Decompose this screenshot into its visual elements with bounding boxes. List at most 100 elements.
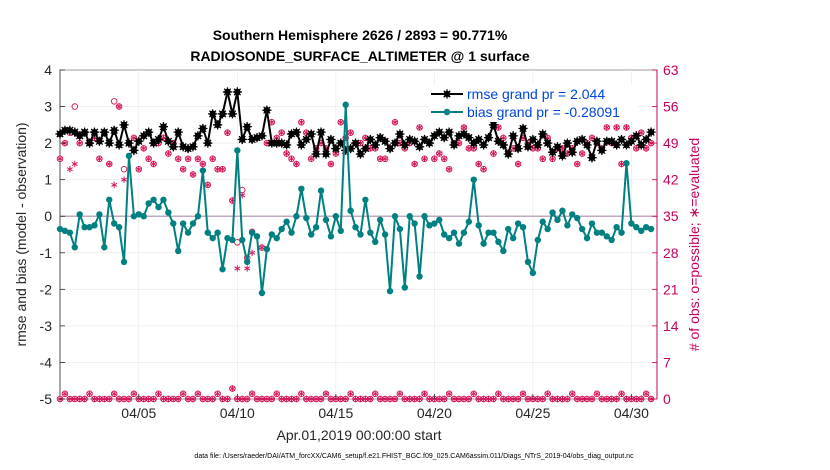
x-tick-label: 04/20 — [417, 405, 452, 421]
marker-spike — [204, 139, 212, 147]
star-stroke — [618, 161, 625, 167]
bottom-evaluated-point — [426, 395, 433, 403]
marker-core — [509, 234, 517, 242]
bottom-evaluated-point — [214, 390, 221, 397]
bottom-evaluated-point — [534, 395, 541, 403]
star-stroke — [130, 391, 137, 396]
marker-core — [243, 258, 251, 266]
legend-bias-label: bias grand pr = -0.28091 — [467, 104, 620, 120]
obs-evaluated-point — [436, 150, 443, 157]
rmse-point — [483, 133, 494, 143]
bias-point — [593, 229, 601, 236]
star-stroke — [519, 391, 527, 396]
star-stroke — [298, 391, 305, 396]
obs-evaluated-point — [111, 181, 118, 189]
star-stroke — [180, 167, 187, 172]
star-stroke — [574, 396, 581, 402]
marker-core — [443, 108, 451, 116]
marker-spike — [169, 143, 178, 151]
bias-point — [480, 240, 487, 247]
star-stroke — [66, 396, 73, 402]
marker-core — [367, 229, 374, 236]
marker-core — [480, 240, 487, 247]
rmse-point — [410, 136, 420, 146]
marker-spike — [553, 143, 562, 151]
marker-core — [317, 187, 325, 194]
rmse-point — [262, 105, 272, 115]
bias-point — [569, 211, 576, 218]
marker-spike — [647, 128, 655, 136]
bias-point — [524, 258, 532, 266]
rmse-point — [597, 145, 607, 156]
obs-evaluated-point — [145, 155, 152, 162]
marker-spike — [189, 143, 197, 151]
marker-spike — [208, 110, 217, 118]
marker-spike — [642, 135, 650, 144]
rmse-point — [232, 87, 242, 97]
bias-point — [342, 101, 349, 108]
marker-core — [564, 222, 571, 229]
obs-evaluated-point — [421, 155, 428, 162]
bottom-evaluated-point — [391, 395, 398, 403]
rmse-point — [533, 140, 543, 150]
rmse-point — [336, 138, 346, 148]
obs-evaluated-point — [475, 160, 482, 168]
marker-spike — [539, 130, 547, 138]
star-stroke — [86, 391, 93, 396]
bias-point — [381, 231, 389, 238]
star-stroke — [303, 396, 310, 402]
rmse-point — [385, 143, 395, 154]
y-tick-label: -2 — [40, 281, 53, 297]
star-stroke — [214, 391, 221, 396]
marker-spike — [391, 139, 399, 147]
marker-spike — [563, 139, 572, 147]
obs-evaluated-point — [180, 166, 187, 173]
bias-point — [396, 225, 404, 233]
star-stroke — [150, 396, 157, 402]
marker-core — [120, 258, 128, 266]
bias-point — [455, 240, 463, 247]
star-stroke — [500, 396, 507, 402]
bottom-evaluated-point — [288, 395, 295, 403]
bias-point — [229, 236, 236, 244]
obs-evaluated-point — [574, 160, 581, 168]
star-stroke — [293, 161, 300, 167]
bias-point — [500, 247, 507, 255]
marker-core — [312, 223, 320, 231]
bottom-evaluated-point — [209, 395, 216, 403]
bias-point — [386, 287, 394, 295]
marker-spike — [213, 121, 222, 129]
bias-point — [574, 214, 581, 222]
bias-point — [406, 213, 413, 220]
right-tick-label: 49 — [663, 135, 679, 151]
rmse-point — [528, 134, 538, 145]
bottom-evaluated-point — [121, 395, 128, 403]
star-stroke — [140, 146, 147, 151]
rmse-point — [547, 147, 558, 157]
bottom-evaluated-point — [263, 395, 270, 403]
right-tick-label: 21 — [663, 281, 679, 297]
marker-spike — [351, 139, 360, 147]
marker-spike — [105, 139, 113, 147]
right-y-axis-label: # of obs: o=possible; ∗=evaluated — [686, 138, 702, 351]
x-tick-label: 04/05 — [121, 405, 156, 421]
star-stroke — [357, 141, 364, 146]
marker-core — [298, 185, 305, 193]
marker-core — [81, 223, 88, 231]
marker-spike — [583, 141, 591, 149]
star-stroke — [244, 396, 251, 402]
bias-point — [106, 196, 113, 203]
right-axis-ticks: 63 56 49 42 35 28 21 14 7 0 — [652, 62, 679, 407]
obs-evaluated-point — [96, 155, 103, 162]
rmse-point — [414, 142, 425, 152]
rmse-point — [168, 142, 178, 152]
star-stroke — [308, 156, 315, 161]
star-stroke — [342, 396, 349, 402]
marker-core — [352, 223, 359, 231]
star-stroke — [460, 396, 467, 402]
bias-point — [598, 229, 606, 236]
bottom-evaluated-point — [204, 395, 211, 403]
marker-core — [342, 101, 349, 108]
bias-point — [101, 244, 108, 251]
marker-core — [411, 220, 418, 227]
